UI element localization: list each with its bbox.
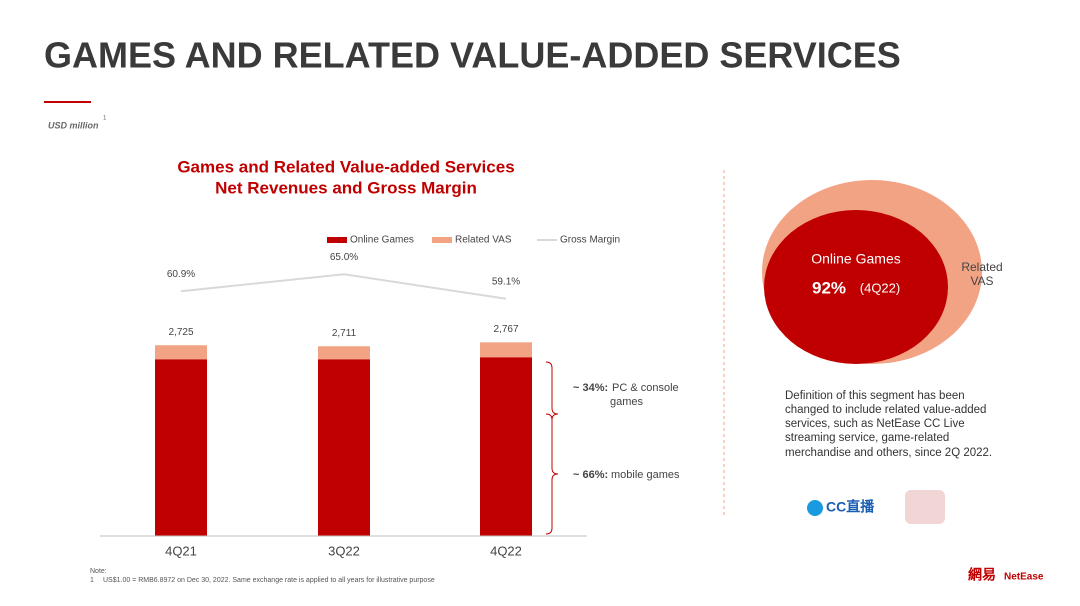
gross-margin-label: 59.1% — [492, 276, 520, 287]
logo-icon — [807, 500, 823, 516]
total-label: 2,725 — [168, 327, 193, 338]
definition: services, such as NetEase CC Live — [785, 418, 965, 430]
annotation-bold: ~ 34%: — [573, 382, 608, 394]
bar-segment — [318, 346, 370, 360]
period: (4Q22) — [860, 280, 900, 295]
note-title: Note: — [90, 568, 107, 575]
unit: USD million — [48, 120, 99, 130]
legend-label: Gross Margin — [560, 235, 620, 246]
bracket — [545, 361, 559, 421]
chart-title: Net Revenues and Gross Margin — [215, 178, 477, 197]
chart-title: Games and Related Value-added Services — [177, 157, 514, 176]
note: US$1.00 = RMB6.8972 on Dec 30, 2022. Sam… — [103, 577, 435, 584]
definition: streaming service, game-related — [785, 432, 949, 444]
gross-margin-label: 65.0% — [330, 252, 358, 263]
legend-label: Online Games — [350, 235, 414, 246]
bar-segment — [480, 357, 532, 536]
annotation: PC & console — [612, 382, 679, 394]
outer-label: Related — [961, 260, 1002, 274]
share: 92% — [812, 278, 846, 297]
logo: CC直播 — [826, 499, 875, 515]
definition: merchandise and others, since 2Q 2022. — [785, 447, 992, 459]
definition: changed to include related value-added — [785, 404, 986, 416]
bar-segment — [318, 359, 370, 536]
gross-margin-line — [180, 273, 507, 300]
inner-label: Online Games — [811, 251, 900, 267]
legend-swatch — [327, 237, 347, 243]
logo-image — [905, 490, 945, 524]
bar-segment — [155, 359, 207, 536]
bracket — [545, 413, 559, 535]
annotation-bold: ~ 66%: — [573, 469, 608, 481]
category-label: 4Q21 — [165, 543, 197, 558]
brand-chinese: 網易 — [968, 567, 996, 583]
inner-ellipse — [764, 210, 948, 364]
total-label: 2,711 — [332, 328, 357, 339]
outer-label: VAS — [970, 274, 993, 288]
definition: Definition of this segment has been — [785, 390, 965, 402]
category-label: 3Q22 — [328, 543, 360, 558]
total-label: 2,767 — [493, 324, 518, 335]
bar-segment — [155, 345, 207, 360]
brand-latin: NetEase — [1004, 572, 1044, 583]
annotation: mobile games — [611, 469, 680, 481]
category-label: 4Q22 — [490, 543, 522, 558]
chart: Online Games Related VAS Gross Margin 2,725… — [100, 235, 620, 558]
gross-margin-label: 60.9% — [167, 269, 195, 280]
legend-swatch — [432, 237, 452, 243]
slide-title: GAMES AND RELATED VALUE-ADDED SERVICES — [44, 35, 901, 76]
unit-note: 1 — [103, 116, 107, 122]
note-number: 1 — [90, 577, 94, 584]
bar-segment — [480, 342, 532, 358]
annotation: games — [610, 396, 644, 408]
legend-label: Related VAS — [455, 235, 512, 246]
